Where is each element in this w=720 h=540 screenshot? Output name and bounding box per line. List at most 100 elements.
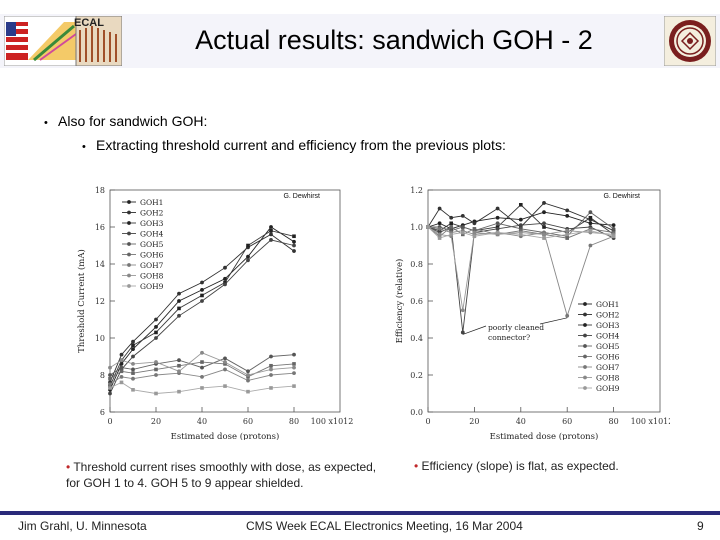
data-point-goh7	[119, 374, 124, 379]
data-point-goh9	[200, 386, 204, 390]
data-point-goh4	[246, 258, 250, 263]
data-point-goh6	[177, 363, 181, 368]
caption-right-text: Efficiency (slope) is flat, as expected.	[421, 459, 619, 473]
data-point-goh3	[449, 221, 453, 226]
x-tick-label: 0	[107, 417, 112, 426]
data-point-goh6	[200, 360, 204, 364]
series-line-goh4	[109, 239, 295, 394]
data-point-goh4	[542, 221, 546, 226]
callout-arrow-left	[462, 325, 487, 335]
legend-marker-goh1	[583, 302, 587, 306]
data-point-goh8	[460, 308, 465, 313]
data-point-goh1	[292, 239, 296, 244]
data-point-goh1	[177, 299, 181, 303]
plot-frame	[109, 189, 341, 413]
data-point-goh3	[177, 306, 181, 311]
data-point-goh5	[223, 356, 227, 361]
data-point-goh3	[154, 330, 158, 335]
data-point-goh5	[108, 373, 112, 377]
callout-arrow-right	[539, 317, 568, 325]
legend-marker-goh7	[583, 365, 587, 369]
legend-marker-goh6	[583, 354, 587, 359]
data-point-goh5	[460, 225, 465, 229]
legend-label-goh4: GOH4	[140, 230, 164, 239]
legend-label-goh6: GOH6	[596, 353, 620, 362]
legend-marker-goh2	[127, 210, 131, 215]
legend-marker-goh7	[127, 263, 131, 267]
x-multiplier-label: 100 x1012	[311, 417, 354, 426]
legend-label-goh9: GOH9	[596, 384, 620, 393]
x-tick-label: 20	[151, 417, 161, 426]
data-point-goh7	[223, 367, 227, 372]
data-point-goh3	[588, 215, 593, 220]
x-tick-label: 60	[562, 417, 572, 426]
x-axis-label: Estimated dose (protons)	[490, 431, 599, 440]
data-point-goh9	[119, 380, 124, 385]
legend-marker-goh3	[127, 221, 131, 225]
legend-label-goh2: GOH2	[140, 209, 164, 218]
x-tick-label: 40	[516, 417, 526, 426]
data-point-goh1	[269, 225, 273, 229]
data-point-goh9	[131, 388, 135, 392]
data-point-goh1	[495, 215, 500, 220]
data-point-goh4	[495, 226, 500, 231]
data-point-goh2	[292, 249, 296, 253]
legend-marker-goh6	[127, 252, 131, 257]
data-point-goh9	[246, 389, 250, 394]
author-annotation: G. Dewhirst	[603, 193, 640, 200]
data-point-goh7	[588, 243, 593, 248]
data-point-goh1	[518, 217, 523, 222]
data-point-goh2	[131, 339, 135, 344]
data-point-goh4	[108, 391, 112, 396]
data-point-goh5	[246, 369, 250, 374]
data-point-goh4	[269, 238, 273, 242]
data-point-goh2	[154, 317, 158, 322]
legend-label-goh5: GOH5	[596, 342, 620, 351]
data-point-goh1	[223, 276, 227, 281]
data-point-goh1	[437, 221, 442, 226]
data-point-goh6	[131, 371, 135, 375]
legend-label-goh8: GOH8	[140, 272, 164, 281]
legend-label-goh1: GOH1	[596, 300, 619, 309]
data-point-goh5	[611, 226, 616, 231]
data-point-goh2	[449, 215, 454, 220]
data-point-goh2	[269, 232, 273, 237]
data-point-goh8	[223, 360, 227, 364]
data-point-goh4	[292, 243, 296, 248]
bullet-level2-text: Extracting threshold current and efficie…	[96, 137, 506, 153]
data-point-goh4	[223, 282, 227, 287]
data-point-goh2	[177, 291, 181, 296]
data-point-goh8	[246, 373, 250, 377]
y-axis-label: Threshold Current (mA)	[76, 249, 87, 353]
data-point-goh8	[542, 232, 546, 237]
data-point-goh4	[154, 336, 158, 340]
legend-label-goh4: GOH4	[596, 332, 620, 341]
data-point-goh9	[472, 234, 477, 239]
data-point-goh7	[565, 313, 570, 318]
data-point-goh5	[200, 365, 204, 370]
footer-author: Jim Grahl, U. Minnesota	[18, 519, 147, 533]
university-seal-logo	[663, 15, 717, 67]
y-tick-label: 8	[100, 371, 105, 380]
x-tick-label: 20	[469, 417, 479, 426]
data-point-goh7	[246, 378, 250, 383]
data-point-goh2	[223, 265, 227, 270]
data-point-goh5	[292, 352, 296, 357]
author-annotation: G. Dewhirst	[283, 193, 320, 200]
data-point-goh8	[292, 365, 296, 370]
ecal-logo	[3, 15, 123, 67]
data-point-goh6	[119, 369, 124, 374]
legend-marker-goh5	[127, 242, 131, 246]
data-point-goh5	[119, 365, 124, 370]
data-point-goh8	[200, 350, 204, 355]
bullet-dot-icon: •	[82, 141, 86, 153]
data-point-goh9	[223, 384, 227, 388]
series-line-goh7	[109, 368, 295, 385]
legend-label-goh1: GOH1	[140, 198, 163, 207]
caption-right: • Efficiency (slope) is flat, as expecte…	[414, 459, 674, 473]
y-tick-label: 0.4	[410, 334, 423, 343]
data-point-goh6	[154, 367, 158, 372]
data-point-goh9	[565, 232, 569, 237]
legend-label-goh7: GOH7	[140, 261, 164, 270]
x-tick-label: 40	[197, 417, 207, 426]
